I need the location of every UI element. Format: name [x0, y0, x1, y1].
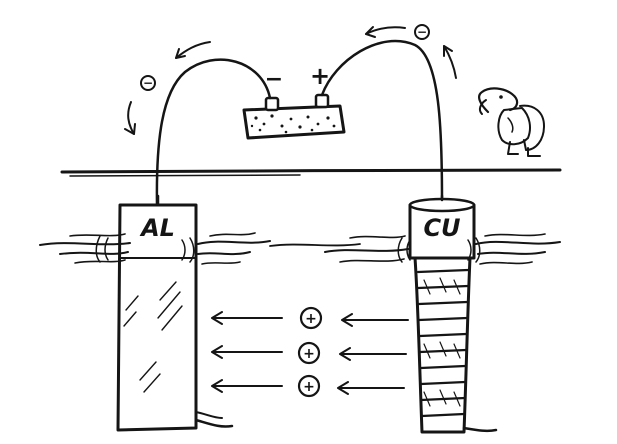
battery: − + [242, 62, 346, 140]
observer-figure-illustration [478, 87, 545, 157]
svg-text:+: + [303, 346, 315, 362]
ion-row: + [211, 374, 405, 398]
ion-row: + [211, 306, 409, 330]
electron-symbol-left [140, 75, 156, 91]
svg-text:−: − [417, 25, 427, 39]
copper-label: CU [423, 214, 460, 242]
right-wire [320, 39, 444, 202]
copper-electrode: CU [408, 194, 498, 434]
ion-migration: + + + [211, 306, 409, 398]
wires [155, 39, 444, 207]
positive-ion [297, 374, 321, 398]
battery-negative-terminal [264, 96, 280, 112]
svg-text:+: + [303, 379, 315, 395]
left-wire [155, 58, 272, 207]
battery-negative-label: − [265, 67, 283, 92]
aluminium-electrode: AL [116, 194, 234, 432]
svg-text:−: − [143, 76, 153, 90]
battery-positive-terminal [314, 93, 330, 109]
positive-ion [299, 306, 323, 330]
battery-positive-label: + [310, 62, 330, 90]
electron-symbol-right [414, 24, 430, 40]
liquid-surface [39, 232, 561, 265]
aluminium-label: AL [139, 214, 175, 242]
electron-flow-left: − [124, 41, 211, 135]
svg-text:+: + [305, 311, 317, 327]
positive-ion [297, 341, 321, 365]
bench-line [60, 168, 562, 177]
ion-row: + [211, 341, 407, 365]
electron-flow-right: − [365, 24, 457, 79]
